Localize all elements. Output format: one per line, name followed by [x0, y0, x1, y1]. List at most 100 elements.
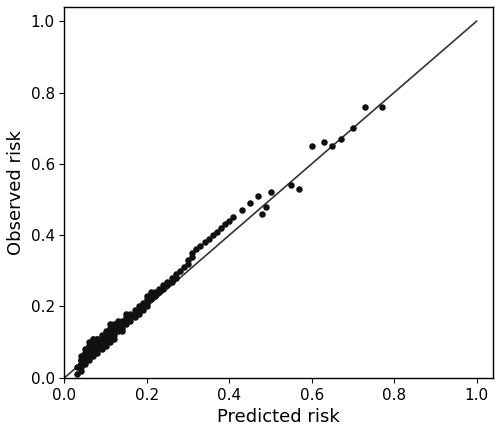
Point: [130, 310, 138, 317]
Point: [85, 349, 93, 356]
Point: [106, 339, 114, 346]
Point: [94, 349, 102, 356]
Point: [81, 346, 89, 353]
Point: [102, 332, 110, 339]
Point: [287, 182, 295, 189]
Point: [156, 285, 164, 292]
Point: [217, 225, 225, 232]
Point: [204, 235, 212, 242]
Point: [81, 353, 89, 360]
Point: [172, 275, 179, 281]
Point: [160, 285, 168, 292]
Point: [296, 185, 304, 192]
Point: [188, 253, 196, 260]
Point: [94, 342, 102, 349]
Point: [147, 296, 155, 303]
Point: [143, 296, 151, 303]
Point: [238, 207, 246, 213]
Point: [77, 367, 85, 374]
Point: [102, 332, 110, 339]
Point: [90, 335, 98, 342]
Point: [151, 292, 159, 299]
Point: [151, 289, 159, 296]
Point: [90, 353, 98, 360]
Point: [90, 339, 98, 346]
Point: [308, 142, 316, 149]
Point: [98, 339, 106, 346]
Point: [98, 332, 106, 339]
Point: [172, 271, 179, 278]
Point: [180, 264, 188, 271]
Point: [110, 328, 118, 335]
X-axis label: Predicted risk: Predicted risk: [218, 408, 340, 426]
Point: [143, 303, 151, 310]
Point: [85, 339, 93, 346]
Point: [77, 360, 85, 367]
Point: [98, 346, 106, 353]
Point: [164, 281, 172, 288]
Point: [94, 346, 102, 353]
Point: [85, 342, 93, 349]
Point: [126, 313, 134, 320]
Point: [94, 346, 102, 353]
Point: [336, 136, 344, 142]
Point: [98, 342, 106, 349]
Point: [230, 214, 237, 221]
Point: [134, 310, 142, 317]
Point: [114, 328, 122, 335]
Point: [188, 249, 196, 256]
Point: [106, 321, 114, 328]
Point: [85, 353, 93, 360]
Point: [81, 353, 89, 360]
Point: [90, 335, 98, 342]
Point: [114, 317, 122, 324]
Point: [90, 349, 98, 356]
Point: [122, 310, 130, 317]
Point: [94, 339, 102, 346]
Point: [118, 321, 126, 328]
Point: [81, 349, 89, 356]
Point: [102, 335, 110, 342]
Point: [102, 339, 110, 346]
Point: [213, 228, 221, 235]
Point: [126, 310, 134, 317]
Point: [114, 324, 122, 331]
Point: [81, 360, 89, 367]
Point: [77, 364, 85, 371]
Y-axis label: Observed risk: Observed risk: [7, 130, 25, 255]
Point: [77, 353, 85, 360]
Point: [98, 335, 106, 342]
Point: [90, 346, 98, 353]
Point: [94, 342, 102, 349]
Point: [349, 125, 357, 132]
Point: [85, 346, 93, 353]
Point: [122, 317, 130, 324]
Point: [90, 349, 98, 356]
Point: [266, 189, 274, 196]
Point: [98, 339, 106, 346]
Point: [118, 317, 126, 324]
Point: [77, 356, 85, 363]
Point: [90, 339, 98, 346]
Point: [221, 221, 229, 228]
Point: [254, 192, 262, 199]
Point: [73, 364, 81, 371]
Point: [226, 217, 234, 224]
Point: [102, 328, 110, 335]
Point: [118, 328, 126, 335]
Point: [102, 342, 110, 349]
Point: [200, 239, 208, 246]
Point: [258, 210, 266, 217]
Point: [102, 339, 110, 346]
Point: [143, 292, 151, 299]
Point: [184, 260, 192, 267]
Point: [102, 335, 110, 342]
Point: [209, 232, 217, 239]
Point: [147, 289, 155, 296]
Point: [378, 103, 386, 110]
Point: [184, 257, 192, 264]
Point: [106, 332, 114, 339]
Point: [85, 346, 93, 353]
Point: [134, 303, 142, 310]
Point: [139, 307, 147, 313]
